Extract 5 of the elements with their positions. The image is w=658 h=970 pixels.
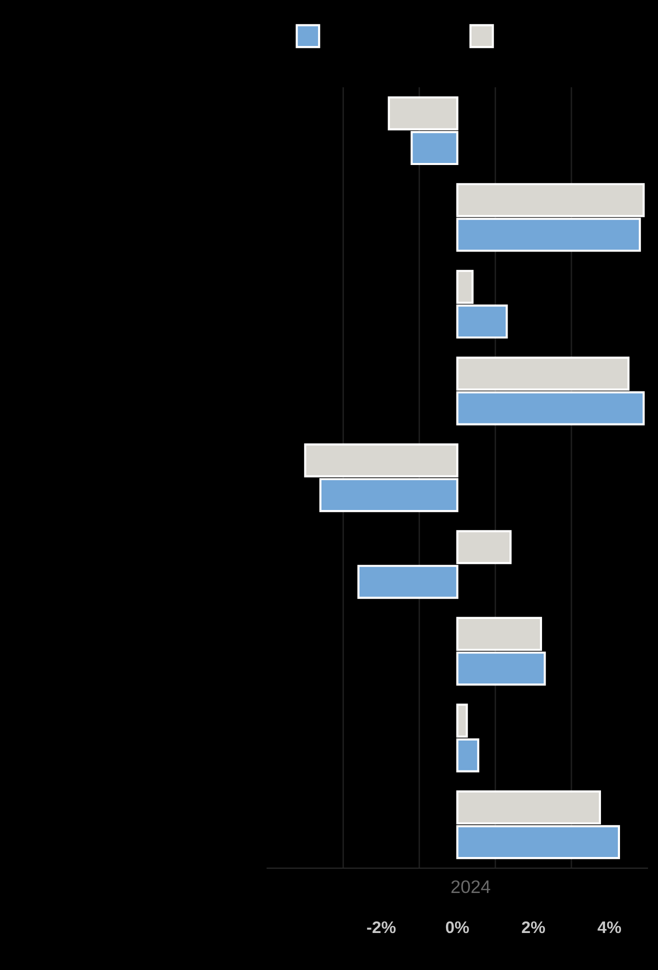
x-axis-title: 2024 [451,880,490,894]
x-tick-label: 0% [446,921,469,934]
x-tick-label: 2% [522,921,545,934]
x-tick-label: -2% [367,921,396,934]
x-tick-label: 4% [598,921,622,934]
